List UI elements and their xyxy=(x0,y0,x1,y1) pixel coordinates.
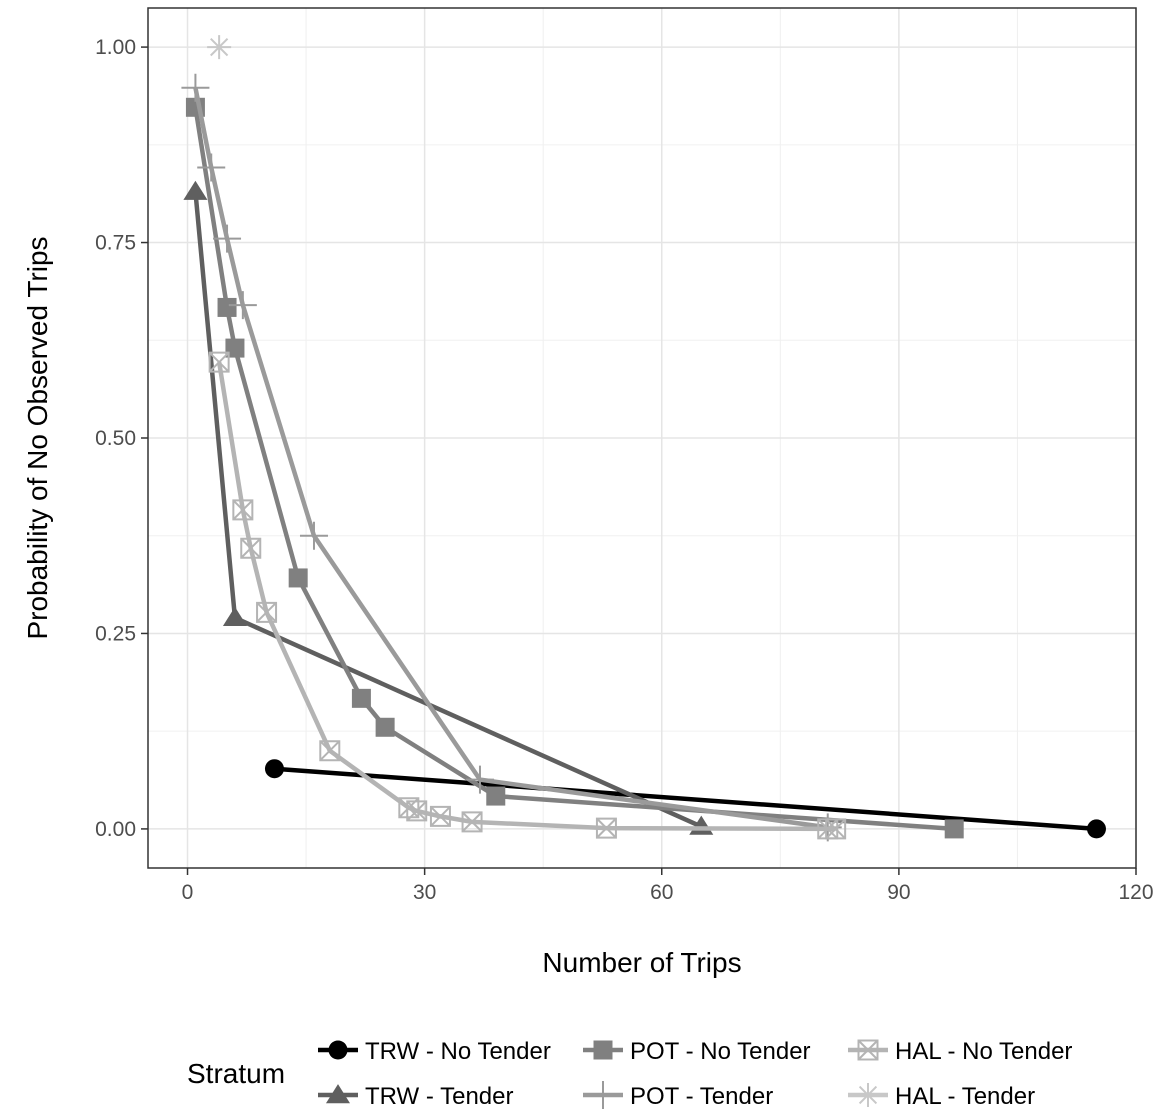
data-point xyxy=(406,800,428,822)
legend-label: POT - Tender xyxy=(630,1083,773,1110)
series-line-pot-tender xyxy=(193,87,829,830)
series-pot-no-tender xyxy=(185,97,964,839)
legend-key-marker xyxy=(857,1039,879,1061)
series-line-trw-no-tender xyxy=(274,766,1097,832)
series-pot-tender xyxy=(181,73,842,842)
legend-key-marker xyxy=(589,1081,617,1109)
legend-key-marker xyxy=(328,1040,348,1060)
y-tick-label: 0.25 xyxy=(95,622,136,645)
x-axis-ticks: 0 30 60 90 120 xyxy=(182,868,1154,904)
legend-label: HAL - No Tender xyxy=(895,1038,1072,1065)
y-tick-label: 0.75 xyxy=(95,232,136,255)
x-tick-label: 60 xyxy=(650,881,673,904)
data-point xyxy=(222,606,247,627)
x-axis-title: Number of Trips xyxy=(542,947,741,978)
legend-label: TRW - No Tender xyxy=(365,1038,551,1065)
data-point xyxy=(944,819,964,839)
legend-item-hal-no-tender: HAL - No Tender xyxy=(848,1038,1072,1065)
legend-item-pot-no-tender: POT - No Tender xyxy=(583,1038,811,1065)
data-point xyxy=(486,786,506,806)
legend-item-pot-tender: POT - Tender xyxy=(583,1081,773,1110)
data-point xyxy=(461,811,483,833)
x-tick-label: 90 xyxy=(887,881,910,904)
legend-key-marker xyxy=(593,1040,613,1060)
data-point xyxy=(217,297,237,317)
x-tick-label: 120 xyxy=(1118,881,1153,904)
data-point xyxy=(319,740,341,762)
data-point xyxy=(232,499,254,521)
legend: Stratum TRW - No Tender POT - No Tender HA… xyxy=(187,1038,1072,1110)
data-point xyxy=(825,818,847,840)
data-point xyxy=(288,568,308,588)
legend-title: Stratum xyxy=(187,1058,285,1089)
data-point xyxy=(228,291,257,320)
legend-key-marker xyxy=(856,1083,880,1107)
data-point xyxy=(208,351,230,373)
series-hal-no-tender xyxy=(208,351,847,840)
data-point xyxy=(429,805,451,827)
data-point xyxy=(465,765,494,794)
y-axis-title: Probability of No Observed Trips xyxy=(22,236,53,639)
legend-item-trw-no-tender: TRW - No Tender xyxy=(318,1038,551,1065)
legend-label: POT - No Tender xyxy=(630,1038,811,1065)
data-point xyxy=(181,73,210,102)
legend-item-hal-tender: HAL - Tender xyxy=(848,1083,1035,1110)
data-point xyxy=(595,817,617,839)
legend-label: TRW - Tender xyxy=(365,1083,514,1110)
data-point xyxy=(299,521,328,550)
data-point xyxy=(207,35,232,60)
series-hal-tender xyxy=(207,35,232,60)
legend-label: HAL - Tender xyxy=(895,1083,1035,1110)
y-tick-label: 0.50 xyxy=(95,427,136,450)
x-tick-label: 30 xyxy=(413,881,436,904)
data-point xyxy=(351,688,371,708)
data-point xyxy=(197,153,226,182)
data-point xyxy=(256,601,278,623)
y-tick-label: 1.00 xyxy=(95,36,136,59)
data-point xyxy=(183,180,208,200)
series-trw-no-tender xyxy=(264,759,1106,839)
legend-key-marker xyxy=(325,1084,351,1104)
legend-item-trw-tender: TRW - Tender xyxy=(318,1083,514,1110)
data-point xyxy=(225,338,245,358)
y-tick-label: 0.00 xyxy=(95,818,136,841)
data-point xyxy=(213,224,242,253)
x-tick-label: 0 xyxy=(182,881,194,904)
series-line-pot-no-tender xyxy=(193,106,955,832)
series-layer xyxy=(181,35,1106,842)
series-line-hal-no-tender xyxy=(216,361,836,832)
major-gridlines xyxy=(148,8,1137,868)
data-point xyxy=(1086,819,1106,839)
data-point xyxy=(240,537,262,559)
data-point xyxy=(375,717,395,737)
data-point xyxy=(264,759,284,779)
y-axis-ticks: 0.00 0.25 0.50 0.75 1.00 xyxy=(95,36,148,841)
